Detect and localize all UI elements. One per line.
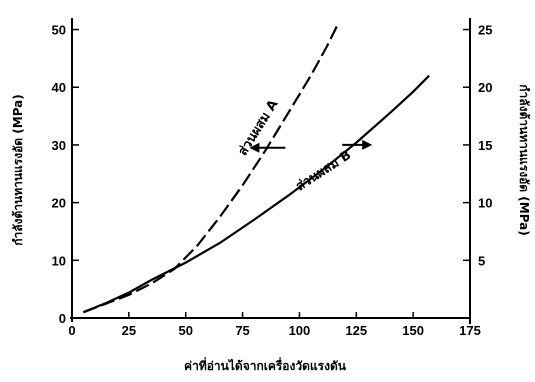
x-axis-title: ค่าที่อ่านได้จากเครื่องวัดแรงดัน [184,357,347,373]
series-line-a [83,23,340,314]
series-lines [82,23,430,314]
x-tick-label: 25 [122,323,136,338]
y-right-tick-label: 20 [478,80,492,95]
ticks: 0 25 50 75 100 125 150 175 0 10 20 30 40 50 5 10 15 20 25 [52,23,493,338]
axes [70,18,471,324]
series-b-label: ส่วนผสม B [293,148,354,195]
y-left-tick-label: 50 [52,23,66,38]
x-tick-label: 100 [289,323,311,338]
y-right-tick-label: 10 [478,196,492,211]
x-tick-label: 150 [402,323,424,338]
y-left-tick-label: 20 [52,196,66,211]
left-axis-arrowhead [249,142,260,153]
y-right-tick-label: 25 [478,23,492,38]
y-axis-left-title: กำลังต้านทานแรงอัด (MPa) [11,94,25,246]
x-tick-label: 50 [178,323,192,338]
y-left-tick-label: 30 [52,138,66,153]
x-tick-label: 175 [459,323,481,338]
y-right-tick-label: 5 [478,253,485,268]
y-left-tick-label: 40 [52,80,66,95]
x-tick-label: 75 [235,323,249,338]
y-left-tick-label: 10 [52,253,66,268]
y-right-tick-label: 15 [478,138,492,153]
x-tick-label: 0 [68,323,75,338]
annotations: ส่วนผสม Aส่วนผสม B [236,97,373,194]
right-axis-arrowhead [362,139,373,150]
series-line-b [82,74,430,314]
y-axis-right-title: กำลังต้านทานแรงอัด (MPa) [517,84,531,236]
y-left-tick-label: 0 [59,311,66,326]
x-tick-label: 125 [345,323,367,338]
